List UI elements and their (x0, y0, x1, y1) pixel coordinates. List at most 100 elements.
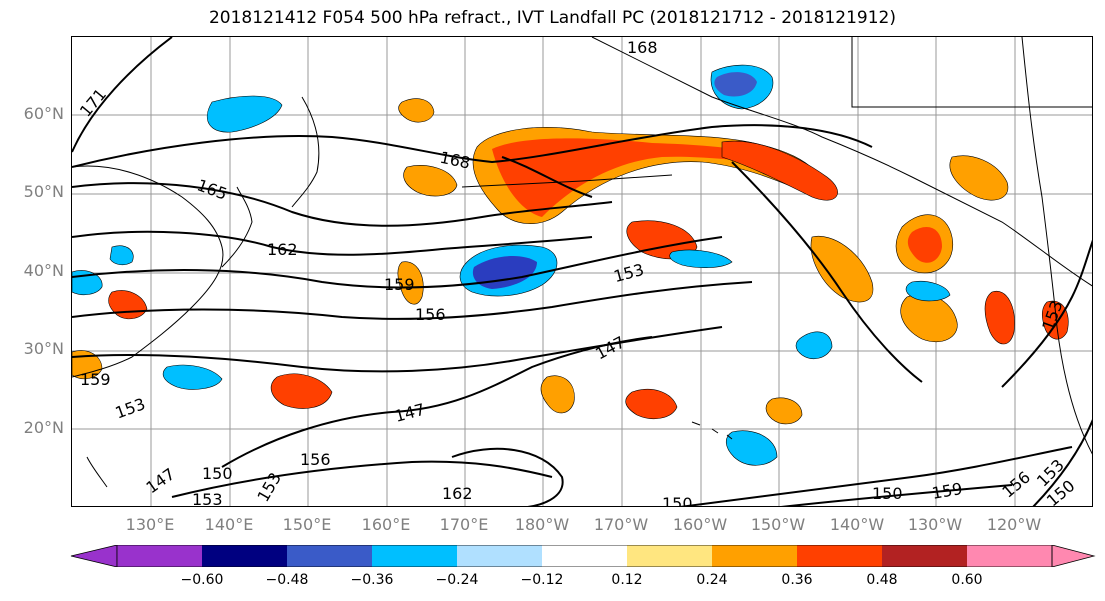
contour-165 (72, 182, 613, 227)
strong-positive-patch (907, 227, 942, 263)
contour-label: 153 (192, 490, 223, 507)
lon-label: 170°W (593, 515, 649, 534)
contour-156 (72, 281, 753, 320)
colorbar-tick-label: −0.12 (520, 572, 564, 588)
map-panel: 171 168 168 165 162 159 156 153 147 147 … (71, 36, 1093, 507)
japan-coast (221, 186, 253, 268)
colorbar-tick-label: 0.60 (951, 572, 983, 588)
colorbar-cell (457, 545, 542, 567)
negative-anomaly-patch (669, 249, 733, 268)
map-canvas: 171 168 168 165 162 159 156 153 147 147 … (72, 37, 1092, 507)
lat-label: 60°N (23, 104, 64, 123)
positive-anomaly-patch (108, 290, 148, 320)
colorbar-tick-label: −0.24 (435, 572, 479, 588)
colorbar-tick-label: 0.12 (611, 572, 643, 588)
colorbar-cell (712, 545, 797, 567)
contour-label: 147 (592, 332, 628, 363)
lon-label: 130°W (907, 515, 963, 534)
philippines (86, 456, 108, 488)
contour-150 (171, 460, 553, 498)
colorbar-tick-label: 0.48 (866, 572, 898, 588)
colorbar-cell (882, 545, 967, 567)
contour-label: 159 (384, 275, 415, 294)
positive-anomaly-patch (810, 235, 874, 303)
lat-label: 40°N (23, 261, 64, 280)
contour-162 (72, 230, 593, 256)
positive-anomaly-patch (765, 397, 803, 425)
positive-anomaly-patch (625, 388, 678, 420)
colorbar-cell (117, 545, 202, 567)
contour-label: 165 (194, 175, 229, 203)
lon-label: 130°E (125, 515, 175, 534)
positive-anomaly-patch (397, 261, 424, 305)
contour-147 (221, 336, 653, 468)
contour-label: 150 (202, 464, 233, 483)
contour-label: 168 (627, 38, 658, 57)
lon-label: 120°W (986, 515, 1042, 534)
contour-label: 162 (267, 240, 298, 259)
positive-anomaly-patch (900, 293, 958, 343)
colorbar-extend-high (1051, 545, 1096, 567)
negative-anomaly-patch (905, 280, 951, 302)
colorbar-extend-low (70, 545, 118, 567)
contour-153-east (1001, 239, 1092, 388)
positive-anomaly-patch (398, 98, 435, 123)
lon-label: 180°W (514, 515, 570, 534)
positive-anomaly-patch (721, 140, 838, 201)
positive-anomaly-patch (949, 155, 1009, 201)
positive-anomaly-patch (403, 165, 458, 197)
colorbar-cell (967, 545, 1052, 567)
contour-156-east (1032, 419, 1092, 506)
hawaii (691, 421, 733, 440)
colorbar-tick-label: −0.48 (265, 572, 309, 588)
colorbar-cell (797, 545, 882, 567)
contour-label: 159 (930, 479, 963, 503)
lon-label: 170°E (439, 515, 489, 534)
north-america-coast (1021, 37, 1092, 455)
contour-159-south (780, 484, 1013, 506)
contour-label: 153 (113, 394, 148, 422)
colorbar-tick-label: −0.36 (350, 572, 394, 588)
strong-negative-patch (714, 72, 757, 97)
colorbar-cell (287, 545, 372, 567)
colorbar-tick-label: 0.24 (696, 572, 728, 588)
contour-label: 150 (872, 484, 903, 503)
lon-label: 140°E (204, 515, 254, 534)
negative-anomaly-patch (109, 245, 134, 266)
colorbar-outline (116, 545, 1053, 567)
positive-anomaly-patch (984, 290, 1015, 345)
canada-border (851, 37, 1092, 108)
trough-line (731, 161, 923, 383)
negative-anomaly-patch (795, 331, 833, 360)
colorbar-cell (542, 545, 627, 567)
kamchatka-coast (291, 96, 320, 208)
contour-label: 147 (142, 464, 178, 497)
lat-label: 50°N (23, 182, 64, 201)
lon-label: 150°W (750, 515, 806, 534)
height-contours (72, 37, 1092, 506)
ridge-line (501, 156, 593, 198)
lon-label: 140°W (829, 515, 885, 534)
colorbar (70, 545, 1096, 567)
contour-label: 150 (662, 494, 693, 507)
alaska-coast (591, 37, 1092, 287)
contour-171 (72, 37, 173, 153)
contour-label: 156 (300, 450, 331, 469)
contour-label: 162 (442, 484, 473, 503)
contour-label: 156 (998, 467, 1034, 501)
negative-anomaly-patch (162, 364, 223, 390)
contour-label: 156 (415, 305, 446, 324)
contour-159 (72, 236, 723, 289)
contour-153-south (679, 446, 1073, 506)
lon-label: 160°W (672, 515, 728, 534)
negative-anomaly-patch (206, 95, 283, 133)
lon-label: 160°E (361, 515, 411, 534)
colorbar-tick-label: 0.36 (781, 572, 813, 588)
contour-label: 147 (393, 400, 427, 426)
lat-label: 30°N (23, 339, 64, 358)
lat-label: 20°N (23, 418, 64, 437)
strong-negative-patch (472, 255, 537, 289)
contour-label: 153 (253, 469, 285, 505)
positive-anomaly-patch (1042, 300, 1069, 340)
positive-anomaly-patch (540, 375, 575, 414)
